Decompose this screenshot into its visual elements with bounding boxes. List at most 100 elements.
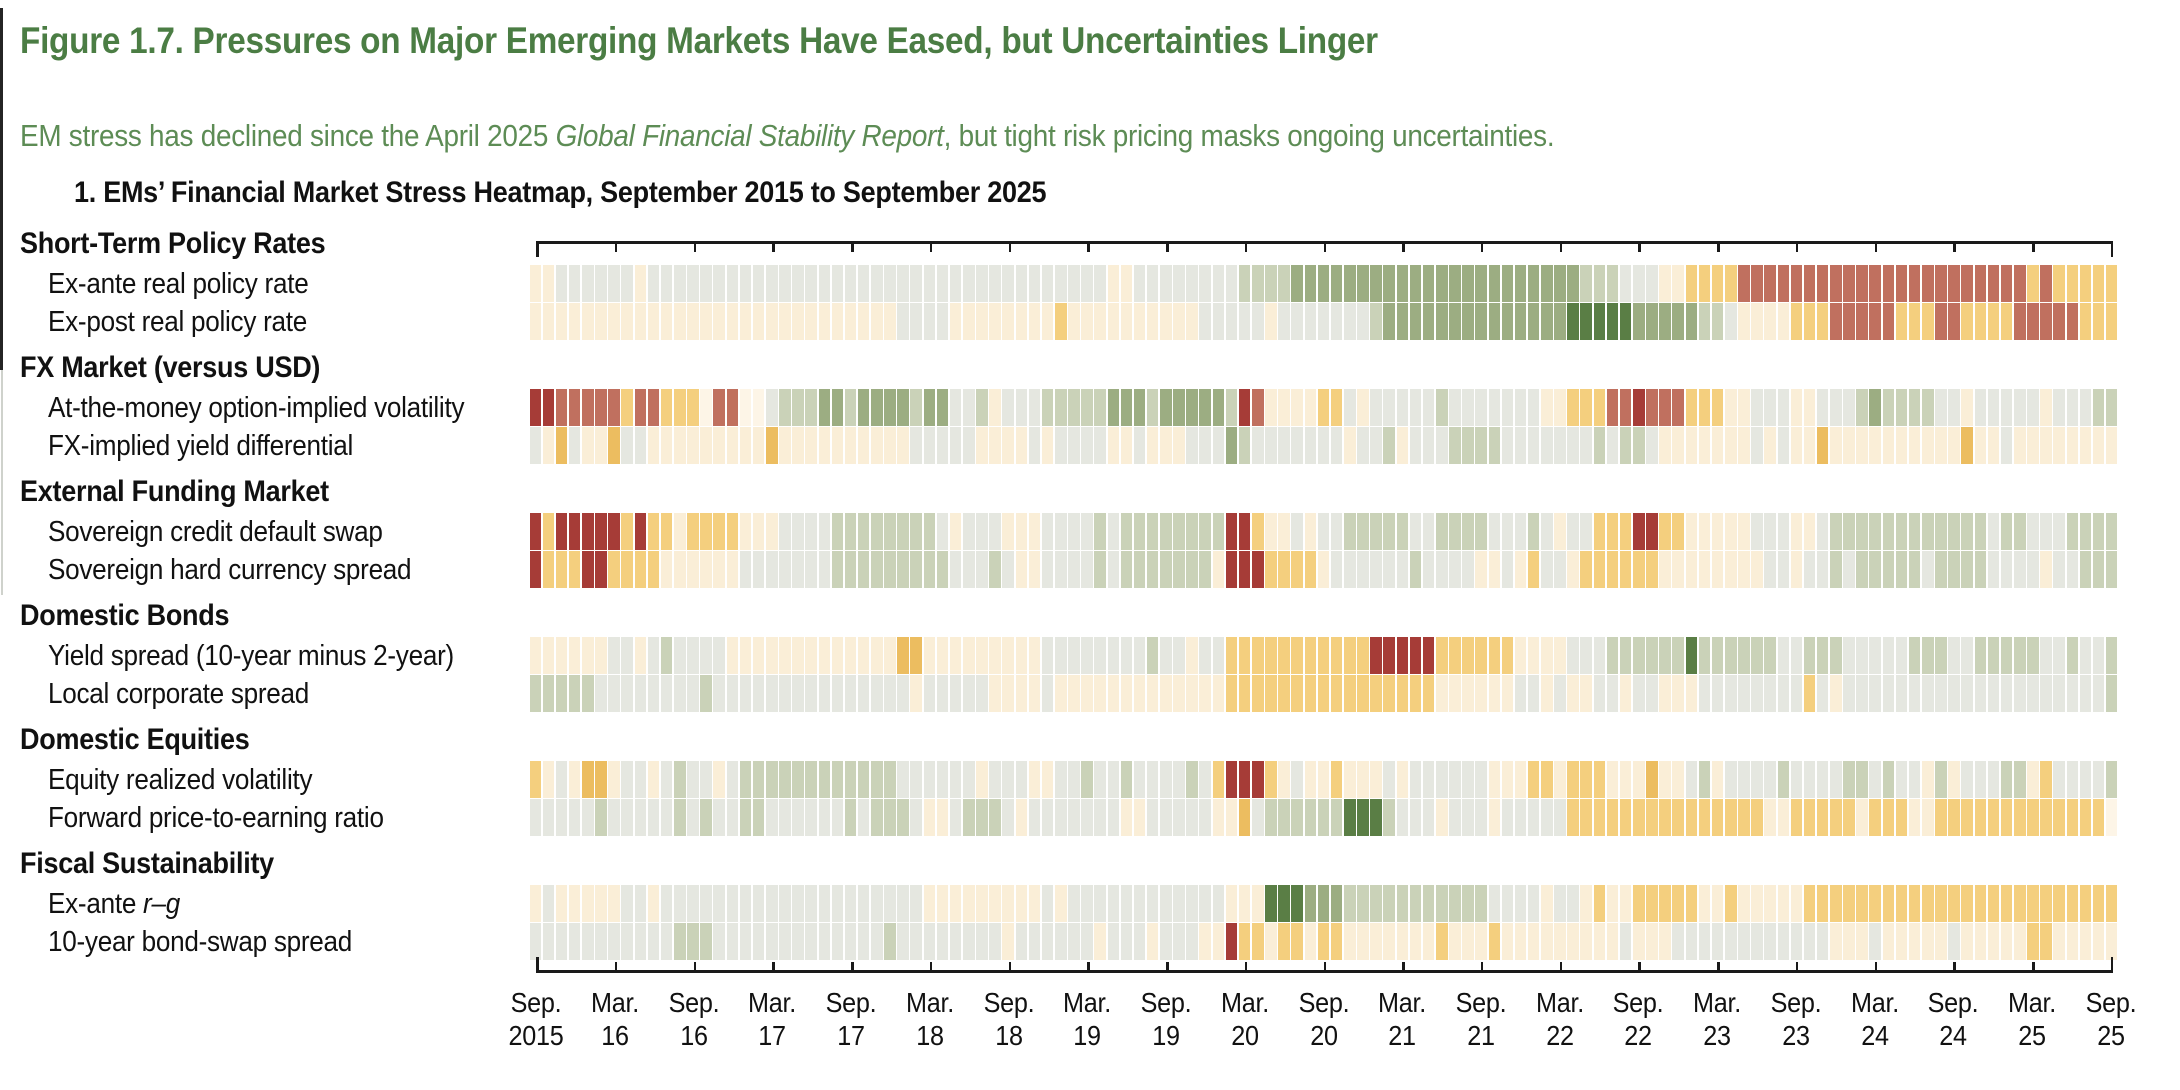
heatmap-cell [989,885,1001,922]
heatmap-cell [1764,513,1776,550]
heatmap-cell [1449,265,1461,302]
heatmap-cell [739,761,752,798]
heatmap-cell [976,799,988,836]
heatmap-cell [713,551,725,588]
heatmap-cell [976,389,988,426]
heatmap-cell [1711,551,1724,588]
heatmap-cell [2092,675,2105,712]
heatmap-cell [1527,675,1540,712]
heatmap-cell [1199,885,1212,922]
heatmap-cell [871,675,883,712]
heatmap-cell [621,799,633,836]
heatmap-cell [1908,923,1921,960]
heatmap-cell [1593,885,1606,922]
heatmap-cell [1856,427,1868,464]
heatmap-cell [1790,389,1803,426]
heatmap-cell [989,551,1001,588]
heatmap-cell [1252,885,1264,922]
heatmap-cell [1843,513,1855,550]
x-axis-label-month: Sep. [825,987,877,1018]
heatmap-cell [2092,427,2105,464]
bottom-axis-tick [772,961,775,973]
heatmap-cell [884,885,896,922]
heatmap-cell [713,923,725,960]
heatmap-cell [621,637,633,674]
heatmap-cell [700,923,712,960]
heatmap-cell [1435,637,1448,674]
x-axis-label-year: 24 [1939,1020,1968,1051]
heatmap-cell [1922,265,1934,302]
heatmap-cell [1054,675,1067,712]
heatmap-cell [1751,303,1763,340]
heatmap-cell [1186,675,1198,712]
heatmap-cell [949,389,962,426]
heatmap-cell [1974,923,1987,960]
heatmap-cell [1133,389,1146,426]
heatmap-cell [1606,303,1619,340]
heatmap-cell [1278,427,1290,464]
x-axis-label-year: 19 [1152,1020,1180,1051]
heatmap-cell [1383,389,1395,426]
heatmap-cell [1488,265,1501,302]
heatmap-cell [1291,551,1303,588]
heatmap-cell [1317,265,1330,302]
heatmap-cell [700,427,712,464]
heatmap-cell [674,799,686,836]
heatmap-cell [1816,303,1829,340]
heatmap-cell [1212,551,1225,588]
heatmap-cell [674,923,686,960]
top-axis-tick [1323,241,1326,252]
heatmap-cell [1357,885,1369,922]
heatmap-cell [1672,675,1684,712]
heatmap-cell [1790,265,1803,302]
heatmap-cell [871,637,883,674]
heatmap-cell [1974,761,1987,798]
heatmap-cell [1961,303,1973,340]
heatmap-cell [989,761,1001,798]
x-axis-label: Sep. 25 [2061,986,2160,1052]
x-axis-label-month: Sep. [1298,987,1349,1018]
heatmap-cell [831,551,844,588]
heatmap-cell [1173,265,1185,302]
heatmap-cell [1724,551,1737,588]
heatmap-cell [752,637,765,674]
x-axis-label: Mar. 18 [880,986,979,1052]
heatmap-cell [1383,513,1395,550]
heatmap-cell [1265,427,1277,464]
heatmap-cell [1160,265,1172,302]
heatmap-cell [2053,265,2065,302]
heatmap-cell [1212,513,1225,550]
heatmap-cell [1238,265,1251,302]
heatmap-cell [897,389,909,426]
heatmap-cell [1238,923,1251,960]
heatmap-cell [1396,761,1409,798]
heatmap-cell [976,265,988,302]
heatmap-cell [1094,551,1106,588]
heatmap-cell [1895,885,1908,922]
heatmap-cell [1002,885,1014,922]
heatmap-cell [1646,675,1658,712]
heatmap-cell [1869,885,1882,922]
row-label: 10-year bond-swap spread [48,926,353,958]
heatmap-cell [1882,427,1895,464]
heatmap-cell [936,799,949,836]
heatmap-cell [1304,389,1317,426]
heatmap-cell [1961,551,1973,588]
heatmap-cell [2079,799,2092,836]
heatmap-cell [1987,675,2000,712]
heatmap-cell [1002,923,1014,960]
heatmap-cell [674,513,686,550]
heatmap-cell [1435,761,1448,798]
heatmap-cell [1987,923,2000,960]
heatmap-cell [1002,513,1014,550]
heatmap-cell [1015,675,1028,712]
heatmap-cell [1225,265,1238,302]
heatmap-cell [1593,637,1606,674]
heatmap-cell [1278,389,1290,426]
x-axis-label: Sep. 23 [1746,986,1845,1052]
heatmap-cell [1922,551,1934,588]
heatmap-cell [1435,675,1448,712]
bottom-axis-tick [929,961,933,973]
heatmap-cell [2092,513,2105,550]
